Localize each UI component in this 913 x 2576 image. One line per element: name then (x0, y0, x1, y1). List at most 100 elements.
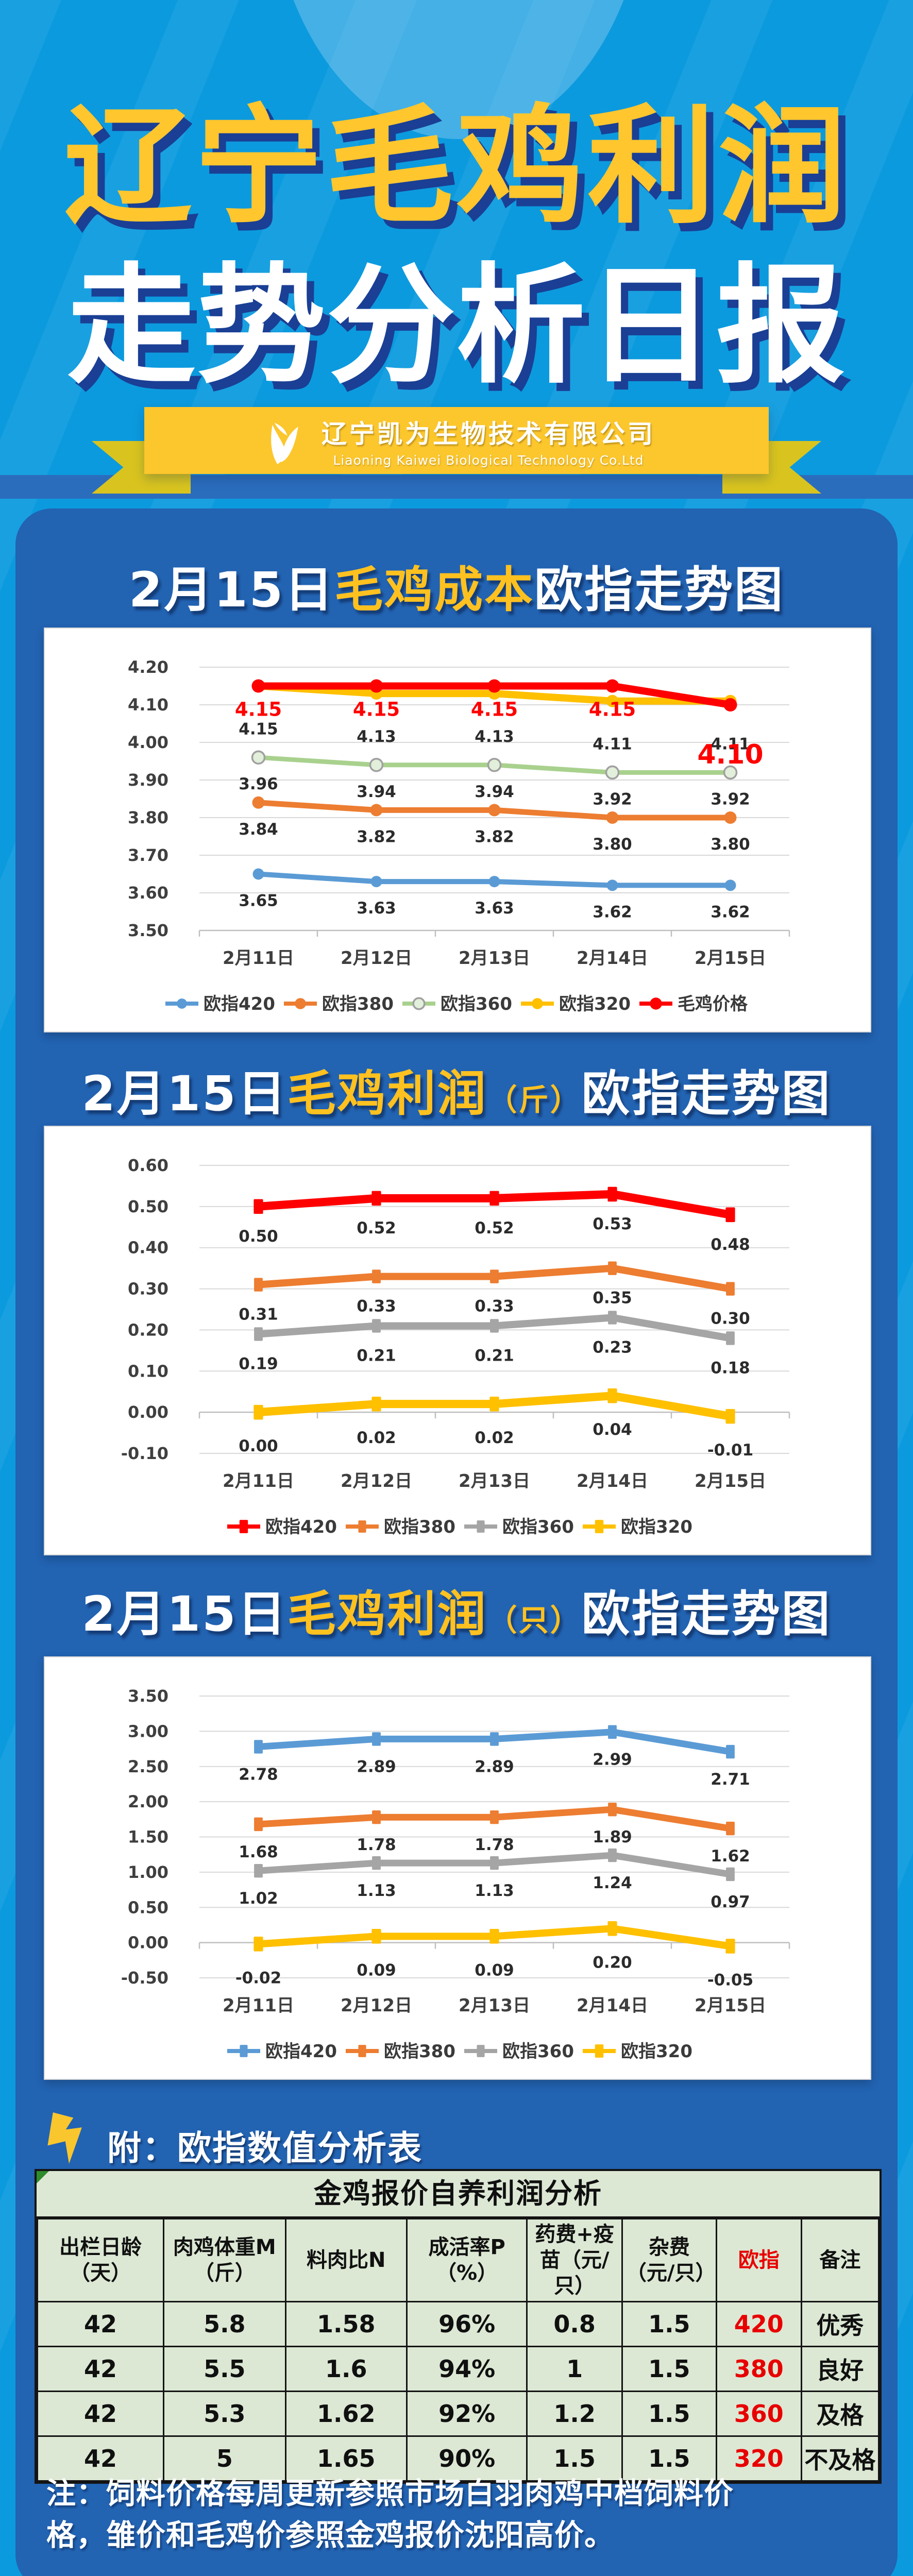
svg-text:3.90: 3.90 (128, 770, 168, 790)
svg-text:3.80: 3.80 (128, 808, 168, 827)
svg-text:3.92: 3.92 (593, 790, 632, 808)
table-cell: 360 (715, 2391, 802, 2437)
svg-text:0.40: 0.40 (128, 1238, 168, 1258)
table-cell: 1.62 (284, 2391, 408, 2437)
svg-text:0.52: 0.52 (475, 1219, 514, 1238)
svg-text:0.97: 0.97 (711, 1893, 750, 1911)
analysis-table: 出栏日龄（天） 肉鸡体重M（斤） 料肉比N 成活率P（%） 药费+疫苗（元/只） 杂费（元… (37, 2218, 880, 2482)
table-header-row: 出栏日龄（天） 肉鸡体重M（斤） 料肉比N 成活率P（%） 药费+疫苗（元/只） 杂费（元… (37, 2218, 880, 2302)
svg-text:4.15: 4.15 (239, 720, 278, 739)
svg-text:毛鸡价格: 毛鸡价格 (678, 994, 748, 1014)
svg-text:0.20: 0.20 (593, 1953, 632, 1972)
svg-text:0.20: 0.20 (128, 1320, 168, 1340)
svg-text:2月11日: 2月11日 (223, 1995, 294, 2016)
chart2-title-suffix: 欧指走势图 (581, 1066, 832, 1122)
svg-text:2.89: 2.89 (357, 1757, 396, 1776)
table-cell: 不及格 (800, 2435, 880, 2482)
chart1-title-highlight: 毛鸡成本 (334, 562, 535, 618)
svg-text:2月15日: 2月15日 (695, 1471, 766, 1492)
table-cell: 320 (715, 2435, 802, 2482)
svg-text:4.11: 4.11 (711, 735, 750, 754)
cost-trend-chart: 4.20 4.10 4.00 3.90 3.80 3.70 3.60 3.50 2月11日 2月1… (45, 629, 870, 1031)
table-title: 金鸡报价自养利润分析 (37, 2171, 880, 2218)
svg-text:0.02: 0.02 (357, 1429, 396, 1447)
svg-text:2月12日: 2月12日 (341, 1471, 412, 1492)
chart3-title-unit: （只） (487, 1603, 582, 1638)
table-column-header: 杂费（元/只） (621, 2218, 717, 2302)
svg-text:2月14日: 2月14日 (577, 1995, 648, 2016)
svg-text:1.13: 1.13 (357, 1882, 396, 1900)
down-right-arrow-icon (42, 2111, 96, 2165)
chart-card-cost: 4.20 4.10 4.00 3.90 3.80 3.70 3.60 3.50 2月11日 2月1… (44, 628, 871, 1032)
svg-text:2.99: 2.99 (593, 1751, 632, 1769)
svg-text:-0.10: -0.10 (121, 1444, 168, 1463)
svg-text:欧指380: 欧指380 (384, 2041, 455, 2062)
svg-text:3.94: 3.94 (475, 783, 514, 801)
chart3-title-date: 2月15日 (81, 1586, 288, 1642)
svg-text:0.21: 0.21 (357, 1346, 396, 1365)
table-cell: 42 (37, 2391, 164, 2437)
svg-text:2.00: 2.00 (128, 1792, 168, 1811)
svg-text:2月13日: 2月13日 (459, 1471, 530, 1492)
table-column-header: 成活率P（%） (405, 2218, 528, 2302)
svg-text:4.15: 4.15 (589, 699, 636, 721)
company-logo-icon (258, 415, 307, 466)
svg-text:-0.50: -0.50 (121, 1968, 168, 1988)
chart3-title-suffix: 欧指走势图 (581, 1586, 832, 1642)
table-cell: 1.2 (526, 2391, 623, 2437)
svg-text:0.60: 0.60 (128, 1156, 168, 1175)
svg-text:欧指360: 欧指360 (502, 2041, 574, 2062)
table-row: 42 5 1.65 90% 1.5 1.5 320 不及格 (37, 2435, 880, 2482)
svg-text:欧指420: 欧指420 (265, 2041, 337, 2062)
table-cell: 1.5 (526, 2435, 623, 2482)
table-cell: 1.5 (621, 2301, 717, 2347)
svg-text:0.50: 0.50 (128, 1897, 168, 1917)
svg-text:1.00: 1.00 (128, 1862, 168, 1882)
svg-text:-0.05: -0.05 (707, 1971, 753, 1989)
svg-text:3.60: 3.60 (128, 883, 168, 903)
svg-text:3.00: 3.00 (128, 1721, 168, 1741)
table-cell: 92% (405, 2391, 528, 2437)
chart2-title: 2月15日毛鸡利润（斤）欧指走势图 (0, 1067, 913, 1121)
table-column-header: 肉鸡体重M（斤） (162, 2218, 286, 2302)
profit-per-bird-trend-chart: 3.50 3.00 2.50 2.00 1.50 1.00 0.50 0.00 -0.50 2月1… (45, 1657, 870, 2079)
svg-text:0.18: 0.18 (711, 1359, 750, 1377)
svg-text:1.13: 1.13 (475, 1882, 514, 1900)
table-cell: 1.5 (621, 2346, 717, 2392)
svg-text:3.96: 3.96 (239, 775, 278, 793)
svg-text:2.50: 2.50 (128, 1757, 168, 1776)
svg-text:0.09: 0.09 (475, 1961, 514, 1979)
table-column-header: 出栏日龄（天） (37, 2218, 164, 2302)
table-cell: 380 (715, 2346, 802, 2392)
chart1-title-suffix: 欧指走势图 (534, 562, 785, 618)
svg-text:3.80: 3.80 (711, 835, 750, 854)
svg-text:欧指360: 欧指360 (502, 1517, 574, 1537)
svg-text:3.82: 3.82 (357, 827, 396, 846)
svg-text:0.23: 0.23 (593, 1338, 632, 1357)
table-cell: 94% (405, 2346, 528, 2392)
table-cell: 0.8 (526, 2301, 623, 2347)
svg-text:-0.02: -0.02 (235, 1969, 281, 1987)
table-cell: 1.5 (621, 2435, 717, 2482)
chart-card-profit-per-jin: 0.60 0.50 0.40 0.30 0.20 0.10 0.00 -0.10 2月11日 2月… (44, 1126, 871, 1555)
svg-text:4.10: 4.10 (128, 695, 168, 715)
table-cell: 42 (37, 2301, 164, 2347)
svg-text:0.48: 0.48 (711, 1235, 750, 1254)
company-banner: 辽宁凯为生物技术有限公司 Liaoning Kaiwei Biological … (144, 407, 769, 474)
chart-card-profit-per-bird: 3.50 3.00 2.50 2.00 1.50 1.00 0.50 0.00 -0.50 2月1… (44, 1656, 871, 2080)
svg-text:2月14日: 2月14日 (577, 1471, 648, 1492)
svg-text:欧指420: 欧指420 (265, 1517, 337, 1537)
svg-text:欧指320: 欧指320 (621, 2041, 692, 2062)
svg-text:0.21: 0.21 (475, 1346, 514, 1365)
svg-text:3.84: 3.84 (239, 820, 278, 839)
svg-text:0.35: 0.35 (593, 1289, 632, 1308)
svg-text:2月11日: 2月11日 (223, 1471, 294, 1492)
table-cell: 及格 (800, 2391, 880, 2437)
svg-text:0.00: 0.00 (128, 1933, 168, 1953)
svg-text:2月11日: 2月11日 (223, 948, 294, 969)
svg-text:0.02: 0.02 (475, 1429, 514, 1447)
svg-text:1.24: 1.24 (593, 1874, 632, 1892)
chart2-title-highlight: 毛鸡利润 (287, 1066, 487, 1122)
svg-text:0.53: 0.53 (593, 1215, 632, 1233)
svg-text:3.94: 3.94 (357, 783, 396, 801)
